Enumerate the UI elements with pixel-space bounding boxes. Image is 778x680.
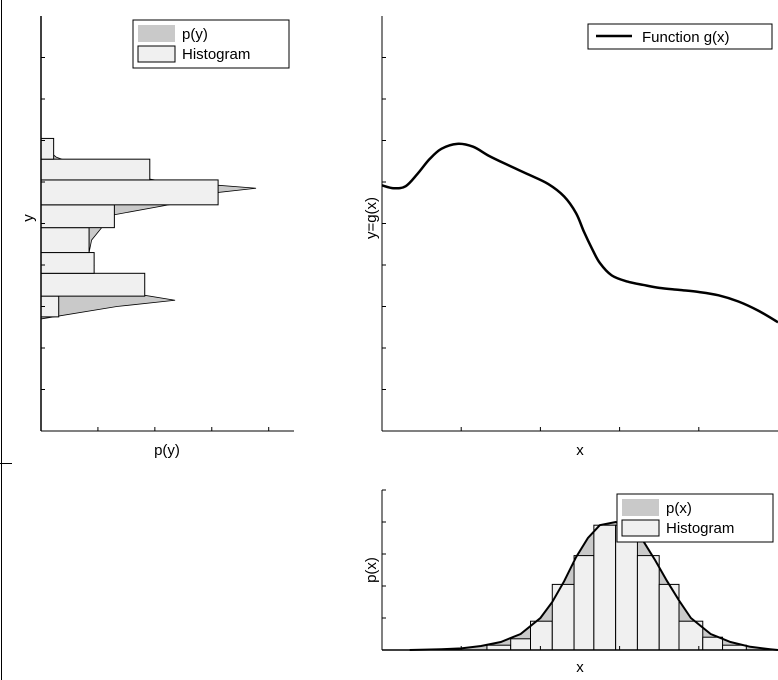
gx-series-line-function (381, 142, 778, 324)
gx-legend-label: Function g(x) (642, 29, 730, 46)
py-histogram-bar-4 (40, 204, 115, 229)
gx-y-ticks (382, 57, 386, 390)
px-legend: p(x) Histogram (616, 493, 774, 543)
px-x-axis-label: x (576, 659, 584, 676)
py-x-axis-label: p(y) (154, 442, 180, 459)
px-histogram-bar-2 (530, 620, 553, 651)
py-x-ticks (97, 427, 270, 431)
px-histogram-bar-5 (593, 524, 617, 651)
py-legend-label-density: p(y) (182, 26, 208, 43)
panel-py: p(y) y p(y) Histogram (20, 16, 294, 459)
py-histogram-bar-6 (40, 158, 151, 181)
px-y-ticks (382, 489, 386, 619)
py-y-ticks (41, 57, 45, 390)
px-histogram-bar-3 (551, 583, 575, 651)
py-histogram-bar-3 (40, 227, 90, 254)
py-legend: p(y) Histogram (132, 19, 290, 69)
px-density-outline (409, 520, 778, 651)
py-histogram-bar-7 (40, 137, 55, 160)
panel-px: x p(x) p(x) Histogram (363, 489, 778, 676)
panel-gx: x y=g(x) Function g(x) (363, 16, 778, 459)
px-x-ticks (460, 646, 700, 650)
px-legend-swatch-histogram (621, 519, 660, 537)
px-histogram-bar-4 (573, 555, 595, 651)
py-legend-swatch-density (138, 25, 175, 42)
py-legend-label-histogram: Histogram (182, 46, 250, 63)
px-legend-label-density: p(x) (666, 500, 692, 517)
px-histogram-bar-6 (615, 524, 638, 651)
py-histogram-bar-1 (40, 272, 146, 297)
px-legend-swatch-density (622, 499, 659, 516)
gx-x-axis-label: x (576, 442, 584, 459)
py-legend-swatch-histogram (137, 45, 176, 63)
px-y-axis-label: p(x) (363, 557, 380, 583)
px-histogram-layer (486, 524, 747, 651)
px-legend-label-histogram: Histogram (666, 520, 734, 537)
gx-x-ticks (460, 427, 700, 431)
gx-y-axis-label: y=g(x) (363, 197, 380, 239)
px-histogram-bar-7 (636, 555, 660, 651)
px-histogram-bar-10 (702, 636, 724, 651)
gx-legend: Function g(x) (587, 23, 773, 50)
py-y-axis-label: y (20, 214, 37, 222)
py-histogram-bar-5 (40, 179, 219, 206)
py-histogram-bar-2 (40, 252, 95, 274)
px-histogram-bar-1 (510, 638, 532, 651)
